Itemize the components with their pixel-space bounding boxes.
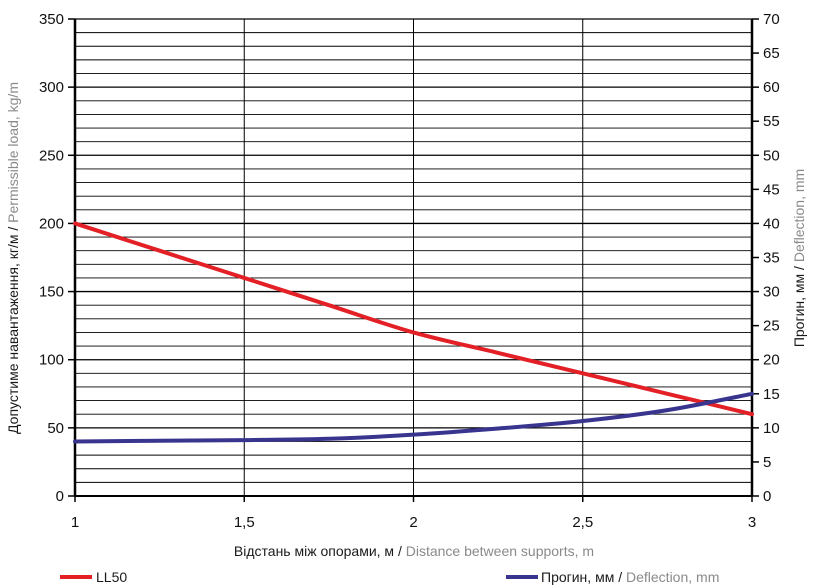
- axes: [68, 18, 759, 502]
- y-tick-label-left: 150: [39, 284, 64, 301]
- y-axis-title-right-ua: Прогин, мм: [791, 274, 807, 347]
- y-tick-label-right: 35: [763, 250, 780, 267]
- y-tick-label-right: 0: [763, 488, 771, 505]
- y-tick-label-right: 70: [763, 11, 780, 28]
- x-tick-label: 2,5: [572, 514, 593, 531]
- y-tick-label-right: 20: [763, 352, 780, 369]
- y-tick-label-right: 60: [763, 79, 780, 96]
- y-tick-label-left: 50: [47, 420, 64, 437]
- y-axis-title-left-ua: Допустиме навантаження, кг/м: [5, 235, 21, 434]
- legend-label-deflection-sep: /: [614, 569, 626, 585]
- y-tick-label-right: 10: [763, 420, 780, 437]
- y-axis-title-left-en: Permissible load, kg/m: [5, 82, 21, 223]
- legend-label-ll50: LL50: [96, 569, 127, 585]
- y-tick-label-left: 250: [39, 147, 64, 164]
- legend-label-deflection-ua: Прогин, мм: [541, 569, 614, 585]
- x-axis-title-en: Distance between supports, m: [406, 543, 594, 559]
- series-lines: [73, 221, 754, 444]
- x-axis-title-sep: /: [394, 543, 406, 559]
- y-tick-label-right: 45: [763, 181, 780, 198]
- y-axis-title-right-en: Deflection, mm: [791, 169, 807, 262]
- legend: LL50 Прогин, мм / Deflection, mm: [60, 569, 719, 585]
- legend-label-deflection: Прогин, мм / Deflection, mm: [541, 569, 719, 585]
- y-tick-label-right: 30: [763, 284, 780, 301]
- y-tick-label-right: 5: [763, 454, 771, 471]
- y-tick-label-right: 40: [763, 215, 780, 232]
- y-tick-label-left: 350: [39, 11, 64, 28]
- y-tick-label-right: 65: [763, 45, 780, 62]
- y-tick-label-left: 100: [39, 352, 64, 369]
- y-tick-label-left: 0: [56, 488, 64, 505]
- y-axis-title-right-sep: /: [791, 262, 807, 274]
- y-tick-label-right: 55: [763, 113, 780, 130]
- y-tick-label-left: 300: [39, 79, 64, 96]
- legend-label-deflection-en: Deflection, mm: [626, 569, 719, 585]
- x-tick-label: 1,5: [234, 514, 255, 531]
- y-axis-title-left: Допустиме навантаження, кг/м / Permissib…: [5, 82, 21, 434]
- x-axis-title-ua: Відстань між опорами, м: [234, 543, 394, 559]
- y-tick-label-right: 50: [763, 147, 780, 164]
- y-tick-label-right: 15: [763, 386, 780, 403]
- series-line-deflection: [73, 391, 754, 444]
- series-line-ll50: [73, 221, 754, 417]
- x-tick-label: 2: [409, 514, 417, 531]
- tick-labels: 0501001502002503003500510152025303540455…: [39, 11, 780, 531]
- x-tick-label: 1: [71, 514, 79, 531]
- x-tick-label: 3: [748, 514, 756, 531]
- y-tick-label-right: 25: [763, 318, 780, 335]
- x-axis-title: Відстань між опорами, м / Distance betwe…: [234, 543, 594, 559]
- y-axis-title-right: Прогин, мм / Deflection, mm: [791, 169, 807, 347]
- y-axis-title-left-sep: /: [5, 223, 21, 235]
- y-tick-label-left: 200: [39, 215, 64, 232]
